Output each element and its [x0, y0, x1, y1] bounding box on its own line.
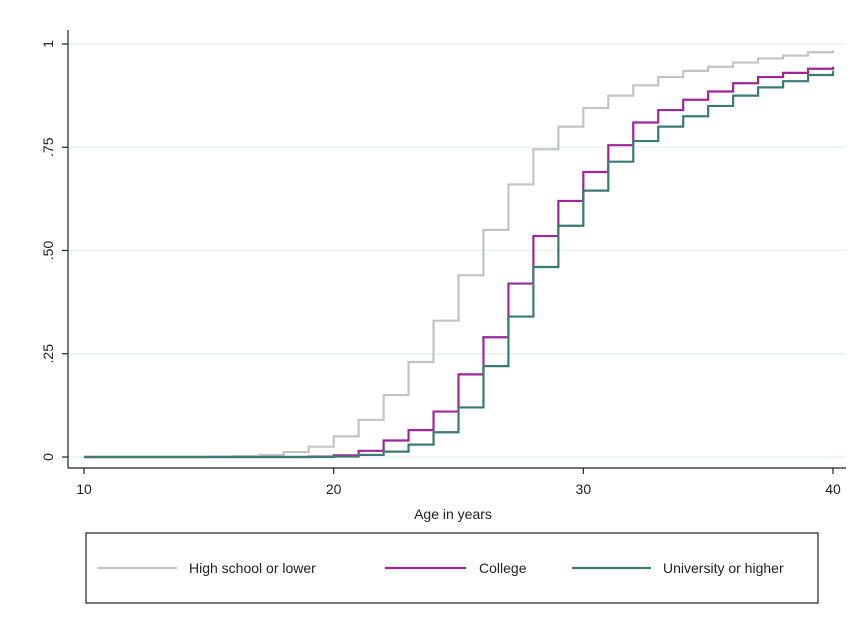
- y-tick-label: .50: [40, 241, 56, 261]
- y-tick-label: 1: [40, 40, 56, 48]
- series-line-0: [84, 50, 835, 459]
- ticks: 0 .25 .50 .75 1 10 20 30 40: [40, 40, 841, 497]
- x-tick-label: 10: [76, 481, 92, 497]
- x-axis-title: Age in years: [414, 506, 492, 522]
- series-lines: [84, 50, 835, 459]
- legend-label: High school or lower: [189, 560, 316, 576]
- y-tick-label: 0: [40, 453, 56, 461]
- legend-label: College: [479, 560, 527, 576]
- y-tick-label: .75: [40, 137, 56, 157]
- x-tick-label: 30: [576, 481, 592, 497]
- axes: [67, 30, 846, 469]
- x-tick-label: 40: [825, 481, 841, 497]
- y-tick-label: .25: [40, 344, 56, 364]
- x-tick-label: 20: [326, 481, 342, 497]
- series-line-2: [84, 70, 835, 459]
- legend: High school or lower College University or…: [97, 560, 784, 576]
- legend-label: University or higher: [663, 560, 784, 576]
- gridlines: [68, 43, 846, 458]
